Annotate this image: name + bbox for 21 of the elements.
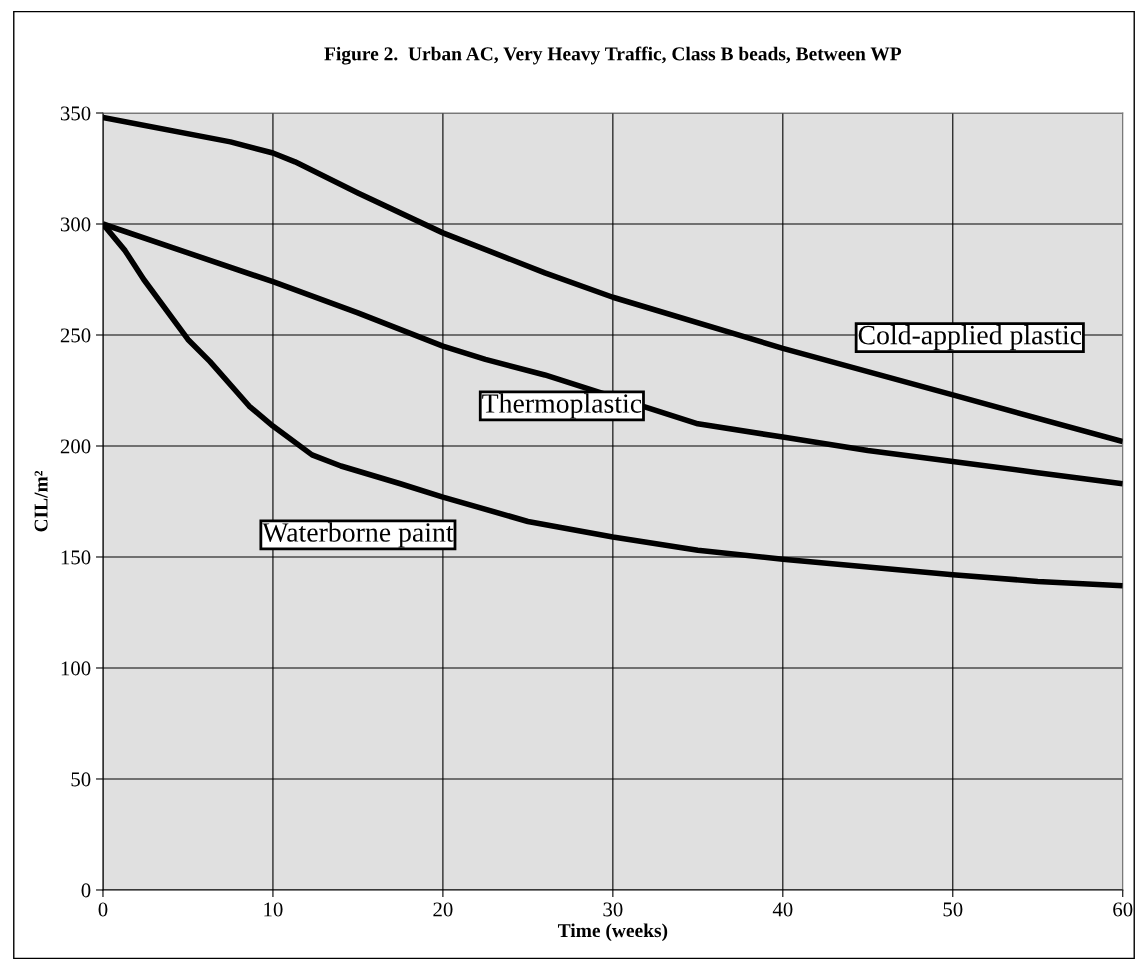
y-tick-label: 0 (81, 883, 91, 898)
y-tick-label: 150 (61, 550, 91, 565)
y-tick-label: 250 (60, 328, 91, 343)
x-tick-label: 60 (1113, 902, 1133, 917)
x-tick-label: 20 (433, 902, 453, 917)
y-tick-label: 100 (61, 661, 91, 676)
chart-title: Figure 2. Urban AC, Very Heavy Traffic, Class B beads, Between WP (324, 46, 902, 65)
annotation: Thermoplastic (482, 393, 642, 419)
y-axis-title: CIL/m² (34, 470, 48, 532)
x-tick-label: 0 (98, 902, 108, 917)
annotation: Waterborne paint (262, 522, 454, 548)
x-tick-label: 30 (603, 902, 623, 917)
x-tick-label: 10 (264, 902, 283, 917)
x-axis-title: Time (weeks) (557, 923, 668, 942)
x-tick-label: 50 (943, 902, 963, 917)
y-tick-label: 50 (71, 772, 91, 787)
y-tick-label: 300 (60, 217, 91, 232)
annotation: Cold-applied plastic (858, 324, 1082, 351)
y-tick-label: 200 (60, 439, 91, 454)
y-tick-label: 350 (60, 106, 91, 121)
x-tick-label: 40 (772, 902, 793, 917)
